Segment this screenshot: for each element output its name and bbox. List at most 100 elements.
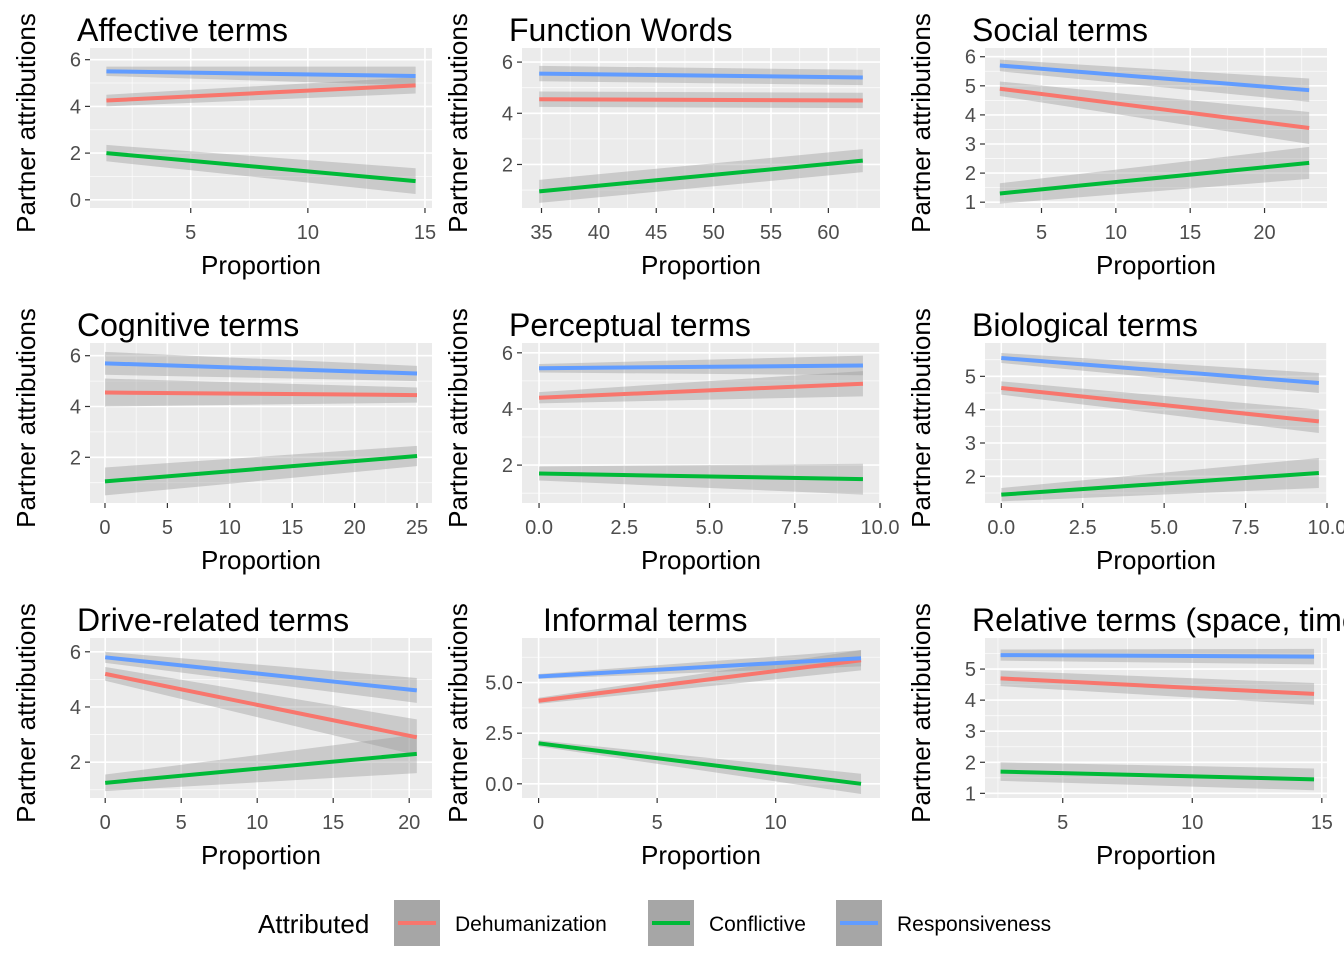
x-tick-label-affective-terms-0: 5 <box>185 222 196 244</box>
x-tick-label-social-terms-0: 5 <box>1036 222 1047 244</box>
x-tick-label-function-words-2: 45 <box>645 222 667 244</box>
x-tick-label-social-terms-3: 20 <box>1253 222 1275 244</box>
trend-line-responsiveness-social-terms <box>999 63 1310 93</box>
x-tick-label-cognitive-terms-4: 20 <box>343 517 365 539</box>
series-group-biological-terms <box>1001 353 1320 502</box>
trend-line-conflictive-perceptual-terms <box>539 471 863 482</box>
y-tick-label-relative-terms-space-time-3: 4 <box>965 690 976 712</box>
y-tick-label-cognitive-terms-2: 6 <box>70 346 81 368</box>
panel-title-function-words: Function Words <box>509 12 733 48</box>
x-axis-label-relative-terms-space-time: Proportion <box>1096 840 1216 870</box>
trend-line-dehumanization-cognitive-terms <box>104 390 418 398</box>
x-tick-label-affective-terms-1: 10 <box>297 222 319 244</box>
panel-title-affective-terms: Affective terms <box>77 12 288 48</box>
x-tick-label-perceptual-terms-1: 2.5 <box>610 517 638 539</box>
panel-title-relative-terms-space-time: Relative terms (space, time) <box>972 602 1344 638</box>
y-tick-label-drive-related-terms-1: 4 <box>70 697 81 719</box>
y-tick-label-biological-terms-0: 2 <box>965 466 976 488</box>
y-axis-label-biological-terms: Partner attributions <box>906 308 936 528</box>
x-tick-label-cognitive-terms-0: 0 <box>99 517 110 539</box>
x-axis-label-biological-terms: Proportion <box>1096 545 1216 575</box>
trend-line-conflictive-social-terms <box>999 160 1310 196</box>
x-tick-label-perceptual-terms-4: 10.0 <box>861 517 900 539</box>
panel-title-biological-terms: Biological terms <box>972 307 1198 343</box>
y-tick-label-biological-terms-1: 3 <box>965 433 976 455</box>
trend-line-conflictive-affective-terms <box>106 151 416 184</box>
trend-line-conflictive-drive-related-terms <box>105 751 417 785</box>
x-tick-label-cognitive-terms-3: 15 <box>281 517 303 539</box>
confidence-band-conflictive-social-terms <box>999 146 1310 204</box>
x-axis-label-drive-related-terms: Proportion <box>201 840 321 870</box>
x-tick-label-cognitive-terms-2: 10 <box>219 517 241 539</box>
trend-line-conflictive-cognitive-terms <box>104 454 418 484</box>
x-tick-label-biological-terms-4: 10.0 <box>1308 517 1344 539</box>
trend-line-responsiveness-cognitive-terms <box>104 361 418 376</box>
panel-title-drive-related-terms: Drive-related terms <box>77 602 349 638</box>
panel-title-informal-terms: Informal terms <box>543 602 747 638</box>
y-tick-label-informal-terms-1: 2.5 <box>485 723 513 745</box>
x-tick-label-biological-terms-2: 5.0 <box>1150 517 1178 539</box>
x-tick-label-perceptual-terms-2: 5.0 <box>696 517 724 539</box>
x-tick-label-drive-related-terms-1: 5 <box>176 812 187 834</box>
y-tick-label-affective-terms-0: 0 <box>70 190 81 212</box>
panel-background-drive-related-terms <box>90 638 432 798</box>
panel-title-cognitive-terms: Cognitive terms <box>77 307 299 343</box>
y-tick-label-affective-terms-2: 4 <box>70 96 81 118</box>
x-tick-label-social-terms-2: 15 <box>1179 222 1201 244</box>
x-tick-label-informal-terms-1: 5 <box>652 812 663 834</box>
trend-line-dehumanization-social-terms <box>999 86 1310 130</box>
x-axis-label-cognitive-terms: Proportion <box>201 545 321 575</box>
y-axis-label-social-terms: Partner attributions <box>906 13 936 233</box>
trend-line-dehumanization-affective-terms <box>106 83 416 103</box>
facet-panels: 5 10 15 0 2 4 6 Affective terms Proportion Partne… <box>11 12 1344 870</box>
x-tick-label-biological-terms-3: 7.5 <box>1232 517 1260 539</box>
legend-item-conflictive: Conflictive <box>648 900 806 946</box>
x-tick-label-affective-terms-2: 15 <box>414 222 436 244</box>
x-tick-label-drive-related-terms-2: 10 <box>246 812 268 834</box>
y-tick-label-perceptual-terms-0: 2 <box>502 455 513 477</box>
y-axis-label-perceptual-terms: Partner attributions <box>443 308 473 528</box>
x-axis-label-informal-terms: Proportion <box>641 840 761 870</box>
x-tick-label-drive-related-terms-0: 0 <box>100 812 111 834</box>
x-tick-label-function-words-0: 35 <box>530 222 552 244</box>
trend-line-conflictive-informal-terms <box>538 741 862 786</box>
x-tick-label-perceptual-terms-3: 7.5 <box>781 517 809 539</box>
panel-title-social-terms: Social terms <box>972 12 1148 48</box>
x-tick-label-function-words-4: 55 <box>760 222 782 244</box>
x-tick-label-relative-terms-space-time-1: 10 <box>1181 812 1203 834</box>
trend-line-responsiveness-informal-terms <box>538 656 862 679</box>
panel-function-words: 35 40 45 50 55 60 2 4 6 Function Words Proportion P… <box>443 12 880 280</box>
y-axis-label-affective-terms: Partner attributions <box>11 13 41 233</box>
x-tick-label-informal-terms-0: 0 <box>533 812 544 834</box>
y-tick-label-relative-terms-space-time-1: 2 <box>965 752 976 774</box>
trend-line-conflictive-biological-terms <box>1001 471 1319 497</box>
series-group-function-words <box>539 65 863 203</box>
y-tick-label-informal-terms-0: 0.0 <box>485 774 513 796</box>
legend: Attributed Dehumanization Conflictive Re… <box>258 900 1051 946</box>
legend-item-dehumanization: Dehumanization <box>394 900 607 946</box>
panel-cognitive-terms: 0 5 10 15 20 25 2 4 6 Cognitive terms Proportion Pa… <box>11 307 432 575</box>
y-tick-label-drive-related-terms-2: 6 <box>70 642 81 664</box>
trend-line-responsiveness-perceptual-terms <box>539 363 863 371</box>
x-tick-label-perceptual-terms-0: 0.0 <box>525 517 553 539</box>
trend-line-dehumanization-biological-terms <box>1001 386 1320 424</box>
x-tick-label-drive-related-terms-4: 20 <box>398 812 420 834</box>
legend-label-responsiveness: Responsiveness <box>897 913 1051 936</box>
trend-line-dehumanization-perceptual-terms <box>538 381 864 400</box>
series-group-perceptual-terms <box>538 355 864 495</box>
x-tick-label-function-words-5: 60 <box>817 222 839 244</box>
x-axis-label-function-words: Proportion <box>641 250 761 280</box>
series-group-informal-terms <box>538 650 862 794</box>
y-tick-label-relative-terms-space-time-2: 3 <box>965 721 976 743</box>
trend-line-responsiveness-function-words <box>539 71 863 80</box>
x-axis-label-perceptual-terms: Proportion <box>641 545 761 575</box>
x-tick-label-cognitive-terms-1: 5 <box>162 517 173 539</box>
y-axis-label-relative-terms-space-time: Partner attributions <box>906 603 936 823</box>
y-tick-label-drive-related-terms-0: 2 <box>70 752 81 774</box>
y-tick-label-biological-terms-2: 4 <box>965 400 976 422</box>
y-tick-label-function-words-0: 2 <box>502 154 513 176</box>
x-tick-label-function-words-3: 50 <box>702 222 724 244</box>
trend-line-dehumanization-function-words <box>539 97 863 103</box>
y-tick-label-relative-terms-space-time-4: 5 <box>965 659 976 681</box>
